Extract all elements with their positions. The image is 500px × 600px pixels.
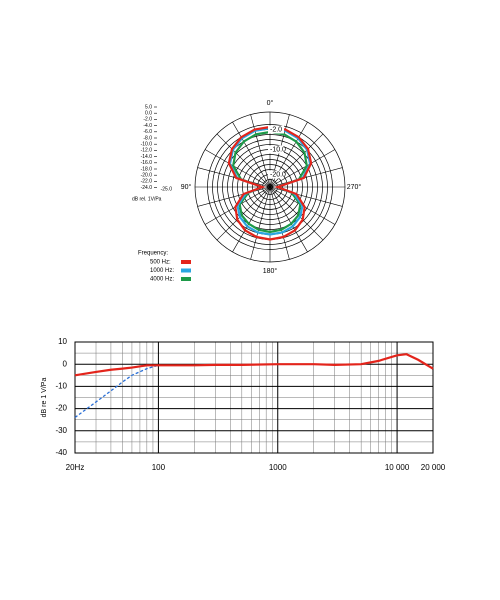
r-scale-label: -24.0 <box>141 185 153 191</box>
spoke <box>197 186 271 207</box>
spoke <box>269 186 290 260</box>
spoke <box>269 167 343 188</box>
response-line <box>74 364 159 419</box>
r-scale-label: -12.0 <box>141 148 153 154</box>
r-scale-label: -16.0 <box>141 160 153 166</box>
spoke <box>232 186 271 253</box>
spoke <box>216 186 271 241</box>
r-scale-label: -18.0 <box>141 166 153 172</box>
r-scale-label: -20.0 <box>141 173 153 179</box>
y-tick-label: 0 <box>63 359 68 368</box>
y-tick-label: 10 <box>58 337 67 346</box>
spoke <box>250 114 271 188</box>
r-scale-label: -6.0 <box>143 129 152 135</box>
r-scale-label: -25.0 <box>161 186 173 192</box>
x-tick-label: 20Hz <box>66 463 85 472</box>
spoke <box>204 149 271 188</box>
spoke <box>269 186 343 207</box>
x-tick-label: 100 <box>152 463 166 472</box>
legend-swatch <box>181 260 191 264</box>
polar-curve <box>232 130 308 234</box>
legend-label: 4000 Hz: <box>150 277 174 283</box>
ring-label-bg <box>268 125 284 134</box>
r-scale-label: -2.0 <box>143 117 152 123</box>
y-tick-label: -10 <box>55 382 67 391</box>
ring-label-bg <box>268 170 284 179</box>
r-scale-label: 0.0 <box>145 111 152 117</box>
y-tick-label: -40 <box>55 448 67 457</box>
x-tick-label: 20 000 <box>421 463 446 472</box>
r-scale-label: -10.0 <box>141 142 153 148</box>
spoke <box>269 186 324 241</box>
angle-label: 180° <box>263 267 278 275</box>
y-axis-label: dB re 1 V/Pa <box>41 378 48 418</box>
ring-label: -10.0 <box>270 146 286 153</box>
spoke <box>269 149 336 188</box>
legend-label: 1000 Hz: <box>150 268 174 274</box>
spoke <box>250 186 271 260</box>
ring-label: -2.0 <box>270 126 282 133</box>
polar-curve <box>227 125 313 241</box>
x-tick-label: 10 000 <box>385 463 410 472</box>
r-scale-label: 5.0 <box>145 104 152 110</box>
r-scale-label: -8.0 <box>143 135 152 141</box>
angle-label: 90° <box>181 183 192 191</box>
spoke <box>232 121 271 188</box>
legend-title: Frequency: <box>138 251 168 257</box>
spoke <box>216 133 271 188</box>
angle-label: 0° <box>267 99 274 107</box>
ring-label: -20.0 <box>270 171 286 178</box>
r-scale-label: -22.0 <box>141 179 153 185</box>
axis-label: dB rel. 1V/Pa <box>132 196 162 202</box>
spoke <box>197 167 271 188</box>
legend-swatch <box>181 268 191 273</box>
legend-label: 500 Hz: <box>150 260 171 266</box>
plot-frame <box>74 341 434 454</box>
y-tick-label: -20 <box>55 404 67 413</box>
legend-swatch <box>181 277 191 281</box>
spoke <box>269 186 308 253</box>
x-tick-label: 1000 <box>269 463 287 472</box>
r-scale-label: -14.0 <box>141 154 153 160</box>
y-tick-label: -30 <box>55 426 67 435</box>
angle-label: 270° <box>347 183 362 191</box>
r-scale-label: -4.0 <box>143 123 152 129</box>
ring-label-bg <box>268 145 284 154</box>
response-line <box>74 353 434 377</box>
